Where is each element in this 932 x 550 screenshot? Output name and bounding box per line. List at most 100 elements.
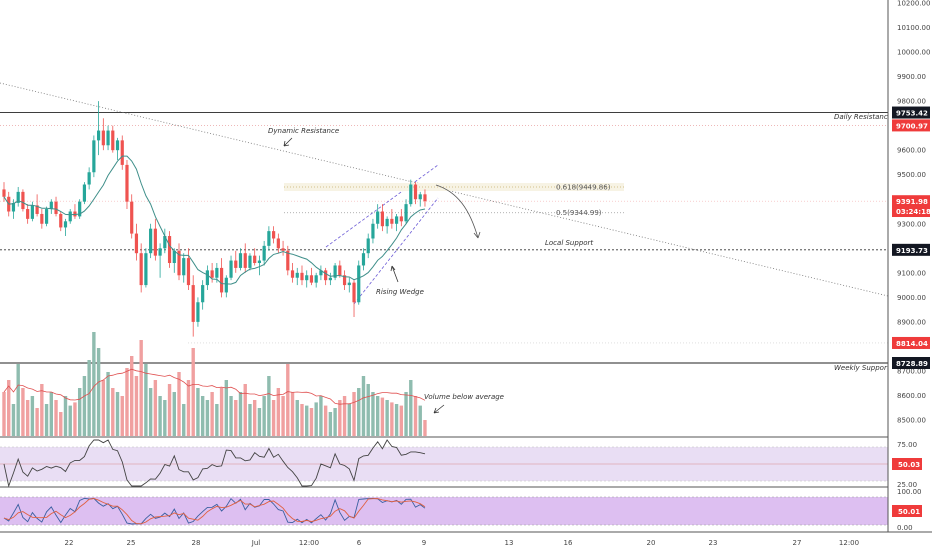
volume-note-arrow [433, 404, 445, 414]
candle-body [2, 189, 6, 197]
stoch-band [0, 497, 888, 525]
price-tick-label: 8900.00 [897, 318, 926, 326]
volume-ma-line [3, 368, 426, 405]
candle-body [390, 218, 394, 224]
rising-wedge-label: Rising Wedge [376, 288, 424, 296]
volume-bar [404, 392, 408, 436]
volume-bar [262, 396, 266, 436]
candle-body [413, 184, 418, 200]
candle-body [68, 211, 72, 222]
fib-level-label: 0.618(9449.86) [556, 184, 611, 192]
wedge-lower-line [353, 197, 439, 305]
rsi-tick-75: 75.00 [897, 441, 917, 449]
volume-bar [40, 384, 44, 436]
stoch-value-tag [892, 505, 922, 517]
candle-body [78, 201, 82, 217]
volume-bar [16, 364, 20, 436]
time-tick-label: 20 [647, 539, 656, 547]
volume-bar [11, 404, 16, 436]
volume-bar [385, 400, 389, 436]
rsi-value-tag [892, 458, 922, 470]
volume-bar [87, 360, 91, 436]
volume-bar [96, 348, 101, 436]
volume-bar [323, 405, 328, 436]
volume-bar [276, 388, 281, 436]
time-tick-label: 12:00 [839, 539, 859, 547]
time-axis[interactable]: 22 25 28 Jul 12:00 6 9 13 16 20 23 27 12:00 [0, 531, 932, 547]
time-tick-labels: 22 25 28 Jul 12:00 6 9 13 16 20 23 27 12:00 [65, 539, 860, 547]
candle-body [399, 216, 403, 222]
candle-body [115, 140, 120, 151]
volume-bar [144, 364, 148, 436]
candle-body [182, 258, 186, 276]
volume-bar [25, 400, 30, 436]
candle-body [238, 253, 243, 268]
candle-body [97, 130, 101, 141]
fib-level-label: 0.5(9344.99) [556, 209, 602, 217]
price-tag-label: 9391.98 [896, 198, 928, 206]
projection-arrow [435, 184, 481, 239]
candle-body [130, 201, 134, 234]
candle-body [134, 233, 139, 254]
candle-body [347, 282, 351, 286]
time-tick-label: 25 [127, 539, 136, 547]
price-tick-label: 9500.00 [897, 171, 926, 179]
candle-body [404, 204, 408, 222]
volume-bar [125, 368, 129, 436]
candle-body [163, 236, 167, 249]
candle-body [172, 250, 176, 264]
volume-bar [68, 405, 72, 436]
candle-body [305, 275, 309, 281]
volume-bar [423, 420, 427, 436]
volume-bar [196, 388, 200, 436]
volume-bars [2, 332, 427, 436]
volume-moving-average [3, 368, 426, 405]
time-tick-label: 6 [357, 539, 362, 547]
volume-bar [267, 376, 271, 436]
price-tick-label: 9600.00 [897, 147, 926, 155]
stoch-value: 50.01 [898, 508, 920, 516]
candle-body [423, 194, 427, 202]
candle-body [309, 275, 314, 283]
candle-body [253, 255, 257, 264]
price-tick-label: 9300.00 [897, 220, 926, 228]
price-tick-label: 9000.00 [897, 294, 926, 302]
candle-body [300, 272, 304, 281]
candle-body [314, 275, 318, 283]
volume-bar [234, 400, 238, 436]
volume-bar [371, 392, 375, 436]
candle-body [44, 209, 49, 224]
local-support-label: Local Support [545, 239, 593, 247]
volume-bar [54, 400, 58, 436]
volume-bar [120, 396, 124, 436]
price-tag [892, 336, 930, 349]
fib-band [284, 183, 624, 192]
candle-body [177, 250, 181, 276]
candle-body [342, 275, 347, 286]
price-axis[interactable]: 8500.008600.008700.008800.008900.009000.… [887, 0, 932, 532]
candle-body [120, 140, 124, 165]
volume-bar [35, 408, 39, 436]
volume-bar [153, 380, 158, 436]
volume-bar [191, 348, 195, 436]
candle-body [196, 302, 200, 322]
volume-bar [342, 396, 347, 436]
volume-bar [413, 396, 418, 436]
stoch-d-line [3, 498, 426, 525]
volume-bar [409, 380, 413, 436]
rising-wedge-arrow [390, 265, 399, 283]
candle-body [248, 255, 252, 268]
candle-body [186, 258, 191, 286]
volume-note-label: Volume below average [424, 393, 504, 401]
time-tick-label: 22 [65, 539, 74, 547]
candle-body [54, 201, 58, 214]
volume-bar [111, 388, 115, 436]
candle-body [201, 285, 205, 303]
candle-body [82, 184, 87, 202]
volume-bar [59, 412, 63, 436]
candle-body [219, 267, 224, 293]
rsi-value: 50.03 [898, 461, 920, 469]
price-tick-label: 9900.00 [897, 73, 926, 81]
price-tag-label: 9700.97 [896, 122, 928, 130]
